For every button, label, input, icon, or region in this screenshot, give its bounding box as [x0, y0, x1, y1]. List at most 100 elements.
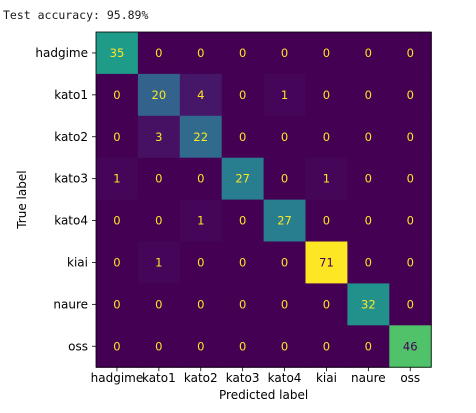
heatmap-cell	[305, 157, 348, 201]
heatmap-cell	[263, 325, 307, 368]
heatmap-cell	[221, 32, 265, 75]
cell-value-label: 0	[323, 88, 330, 102]
cell-value-label: 0	[197, 339, 204, 353]
heatmap-cell	[305, 32, 348, 75]
y-axis-title: True label	[15, 170, 29, 229]
heatmap-cell	[347, 115, 390, 159]
heatmap-cell	[96, 241, 139, 284]
cell-value-label: 0	[239, 214, 246, 228]
cell-value-label: 0	[239, 297, 246, 311]
cell-value-label: 0	[323, 214, 330, 228]
cell-value-label: 0	[197, 297, 204, 311]
cell-value-label: 0	[197, 255, 204, 269]
accuracy-output: Test accuracy: 95.89%	[3, 8, 149, 22]
x-tick-label: kato1	[142, 371, 176, 385]
x-tick-label: oss	[400, 371, 420, 385]
cell-value-label: 0	[239, 88, 246, 102]
x-tick-label: naure	[351, 371, 386, 385]
cell-value-label: 1	[281, 88, 288, 102]
heatmap-cell	[137, 325, 181, 368]
heatmap-cell	[179, 73, 223, 117]
heatmap-cell	[96, 157, 139, 201]
heatmap-cell	[179, 241, 223, 284]
heatmap-cell	[389, 115, 432, 159]
cell-value-label: 0	[113, 255, 120, 269]
cell-value-label: 0	[113, 88, 120, 102]
cell-value-label: 1	[197, 214, 204, 228]
cell-value-label: 1	[113, 172, 120, 186]
y-tick-label: naure	[53, 297, 88, 311]
heatmap-cell	[179, 32, 223, 75]
heatmap-cell	[179, 325, 223, 368]
cell-value-label: 0	[281, 297, 288, 311]
cell-value-label: 0	[365, 88, 372, 102]
cell-value-label: 0	[155, 46, 162, 60]
heatmap-cell	[305, 115, 348, 159]
cell-value-label: 0	[113, 339, 120, 353]
x-tick-label: kiai	[316, 371, 337, 385]
heatmap-cell	[263, 157, 307, 201]
heatmap-cell	[389, 325, 432, 368]
cell-value-label: 0	[197, 46, 204, 60]
heatmap-cell	[305, 283, 348, 326]
x-tick-label: kato3	[226, 371, 260, 385]
heatmap-cell	[389, 73, 432, 117]
cell-value-label: 0	[407, 255, 414, 269]
cell-value-label: 0	[323, 297, 330, 311]
heatmap-cell	[137, 241, 181, 284]
cell-value-label: 0	[155, 297, 162, 311]
cell-value-label: 0	[323, 46, 330, 60]
cell-value-label: 0	[155, 339, 162, 353]
x-tick-label: hadgime	[91, 371, 144, 385]
heatmap-cell	[96, 115, 139, 159]
cell-value-label: 0	[239, 46, 246, 60]
cell-value-label: 0	[407, 88, 414, 102]
cell-value-label: 0	[197, 172, 204, 186]
cell-value-label: 0	[281, 255, 288, 269]
cell-value-label: 0	[323, 339, 330, 353]
heatmap-cell	[347, 325, 390, 368]
y-tick-label: kato3	[54, 172, 88, 186]
heatmap-cell	[96, 73, 139, 117]
x-tick-label: kato4	[268, 371, 302, 385]
heatmap-cell	[96, 199, 139, 243]
heatmap-cell	[263, 241, 307, 284]
plot-frame	[95, 31, 432, 368]
cell-value-label: 0	[407, 46, 414, 60]
heatmap-cell	[389, 241, 432, 284]
heatmap-cell	[347, 157, 390, 201]
heatmap-cell	[137, 283, 181, 326]
cell-value-label: 27	[277, 214, 292, 228]
heatmap-cell	[263, 283, 307, 326]
heatmap-cell	[221, 241, 265, 284]
cell-value-label: 1	[323, 172, 330, 186]
cell-value-label: 0	[365, 255, 372, 269]
heatmap-cell	[221, 73, 265, 117]
y-tick-label: kato4	[54, 214, 88, 228]
cell-value-label: 32	[361, 297, 376, 311]
cell-value-label: 0	[239, 255, 246, 269]
y-tick-label: oss	[68, 339, 88, 353]
heatmap-cell	[96, 32, 139, 75]
y-tick-label: hadgime	[35, 46, 88, 60]
y-tick-label: kiai	[67, 255, 88, 269]
cell-value-label: 46	[403, 339, 418, 353]
heatmap-cell	[137, 32, 181, 75]
cell-value-label: 1	[155, 255, 162, 269]
cell-value-label: 0	[365, 130, 372, 144]
cell-value-label: 0	[239, 130, 246, 144]
heatmap-cell	[305, 73, 348, 117]
heatmap-cell	[221, 157, 265, 201]
cell-value-label: 22	[193, 130, 208, 144]
cell-value-label: 0	[281, 172, 288, 186]
cell-value-label: 27	[235, 172, 250, 186]
cell-value-label: 71	[319, 255, 334, 269]
heatmap-cell	[389, 283, 432, 326]
cell-value-label: 0	[113, 130, 120, 144]
heatmap-cell	[305, 325, 348, 368]
heatmap-cell	[137, 199, 181, 243]
heatmap-cell	[137, 73, 181, 117]
cell-value-label: 0	[239, 339, 246, 353]
cell-value-label: 0	[155, 172, 162, 186]
heatmap-cell	[179, 199, 223, 243]
